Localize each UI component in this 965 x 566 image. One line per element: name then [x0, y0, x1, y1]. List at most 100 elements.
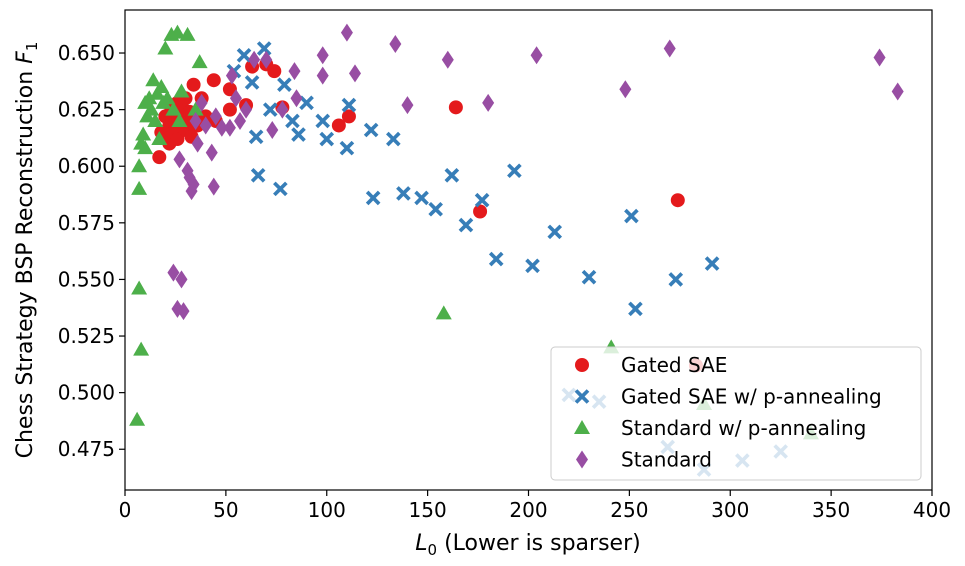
- data-point: [428, 201, 443, 217]
- data-point: [363, 122, 379, 138]
- data-point: [177, 302, 190, 321]
- data-point: [581, 269, 597, 285]
- data-point: [663, 39, 676, 58]
- data-point: [135, 126, 152, 141]
- data-point: [173, 150, 186, 169]
- data-point: [191, 134, 204, 153]
- data-point: [175, 270, 188, 289]
- x-tick-label: 0: [119, 498, 132, 522]
- y-tick-label: 0.550: [58, 267, 115, 291]
- legend-entry: Standard: [576, 448, 712, 472]
- y-tick-label: 0.475: [58, 437, 115, 461]
- data-point: [448, 100, 463, 115]
- legend-box: [550, 346, 922, 481]
- legend-label: Standard: [621, 448, 712, 472]
- data-point: [348, 64, 361, 83]
- data-point: [277, 77, 292, 93]
- data-point: [186, 77, 201, 92]
- data-point: [624, 208, 639, 224]
- data-point: [215, 118, 228, 137]
- data-point: [141, 90, 158, 105]
- data-point: [273, 181, 288, 197]
- x-tick-label: 100: [308, 498, 346, 522]
- legend-marker: [574, 420, 590, 434]
- data-point: [319, 131, 335, 147]
- data-point: [195, 93, 208, 112]
- x-axis-ticks: 0 50 100 150 200 250 300 350 400: [119, 490, 951, 522]
- data-point: [167, 263, 180, 282]
- data-point: [704, 256, 720, 271]
- x-tick-label: 350: [812, 498, 850, 522]
- data-point: [147, 112, 164, 127]
- x-tick-label: 250: [610, 498, 648, 522]
- data-point: [157, 40, 174, 55]
- data-point: [145, 72, 162, 87]
- x-tick-label: 150: [409, 498, 447, 522]
- legend-marker: [575, 358, 589, 372]
- x-tick-label: 50: [213, 498, 238, 522]
- data-point: [129, 411, 146, 426]
- data-point: [229, 89, 242, 108]
- legend-entry: Gated SAE w/ p-annealing: [574, 385, 882, 409]
- y-tick-label: 0.575: [58, 211, 115, 235]
- data-point: [444, 167, 460, 183]
- data-point: [619, 80, 632, 99]
- data-point: [341, 97, 357, 113]
- data-point: [458, 217, 474, 233]
- data-point: [339, 140, 355, 156]
- x-tick-label: 400: [913, 498, 951, 522]
- data-point: [316, 46, 329, 65]
- data-point: [205, 143, 218, 162]
- legend: Gated SAE Gated SAE w/ p-annealing Standar…: [550, 346, 922, 481]
- data-point: [170, 132, 185, 147]
- data-point: [206, 73, 221, 88]
- data-point: [248, 129, 264, 145]
- data-point: [891, 82, 904, 101]
- y-tick-label: 0.625: [58, 98, 115, 122]
- y-tick-label: 0.525: [58, 324, 115, 348]
- data-point: [165, 101, 182, 116]
- legend-marker: [576, 450, 588, 469]
- x-tick-label: 200: [509, 498, 547, 522]
- data-point: [233, 111, 246, 130]
- series-standard: [167, 23, 904, 321]
- data-point: [222, 102, 237, 117]
- data-point: [507, 163, 522, 179]
- data-point: [285, 113, 300, 129]
- data-point: [179, 26, 196, 41]
- data-point: [131, 180, 148, 195]
- y-tick-label: 0.600: [58, 154, 115, 178]
- legend-label: Gated SAE w/ p-annealing: [621, 385, 882, 409]
- data-point: [189, 111, 202, 130]
- data-point: [547, 224, 563, 240]
- data-point: [171, 112, 188, 127]
- data-point: [365, 190, 381, 206]
- data-point: [316, 66, 329, 85]
- y-tick-label: 0.650: [58, 41, 115, 65]
- data-point: [441, 50, 454, 69]
- data-point: [225, 66, 238, 85]
- data-point: [187, 101, 204, 116]
- data-point: [331, 118, 346, 133]
- data-point: [199, 116, 212, 135]
- data-point: [299, 95, 314, 111]
- data-point: [143, 101, 160, 116]
- data-point: [488, 251, 504, 267]
- data-point: [530, 46, 543, 65]
- legend-label: Gated SAE: [621, 353, 727, 377]
- data-point: [396, 186, 411, 201]
- legend-entry: Gated SAE: [575, 353, 727, 377]
- y-tick-label: 0.500: [58, 381, 115, 405]
- legend-label: Standard w/ p-annealing: [621, 416, 866, 440]
- data-point: [207, 177, 220, 196]
- data-point: [240, 100, 253, 119]
- x-axis-title: L0 (Lower is sparser): [415, 531, 640, 559]
- data-point: [340, 23, 353, 42]
- data-point: [248, 50, 261, 69]
- data-point: [482, 93, 495, 112]
- data-point: [276, 100, 289, 119]
- data-point: [386, 131, 401, 147]
- data-point: [435, 305, 452, 320]
- data-point: [267, 64, 282, 79]
